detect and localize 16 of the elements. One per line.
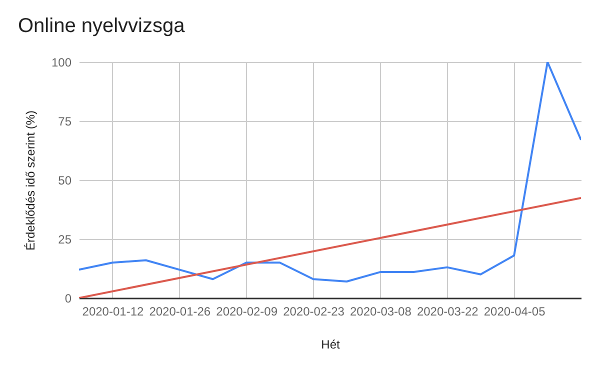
- x-tick-label: 2020-02-23: [283, 304, 345, 318]
- x-tick-label: 2020-01-26: [149, 304, 211, 318]
- line-series: [79, 62, 581, 282]
- y-tick-label: 50: [58, 174, 72, 188]
- y-tick-label: 25: [58, 232, 72, 246]
- x-tick-label: 2020-02-09: [216, 304, 278, 318]
- x-tick-label: 2020-03-08: [350, 304, 412, 318]
- x-axis-title: Hét: [321, 338, 340, 352]
- x-tick-label: 2020-04-05: [484, 304, 546, 318]
- chart-title: Online nyelvvizsga: [18, 15, 186, 37]
- y-axis-title: Érdeklődés idő szerint (%): [23, 110, 38, 251]
- x-tick-label: 2020-01-12: [82, 304, 144, 318]
- y-tick-label: 100: [51, 56, 72, 70]
- y-tick-label: 75: [58, 114, 72, 128]
- x-tick-label: 2020-03-22: [416, 304, 479, 318]
- y-tick-label: 0: [64, 292, 72, 306]
